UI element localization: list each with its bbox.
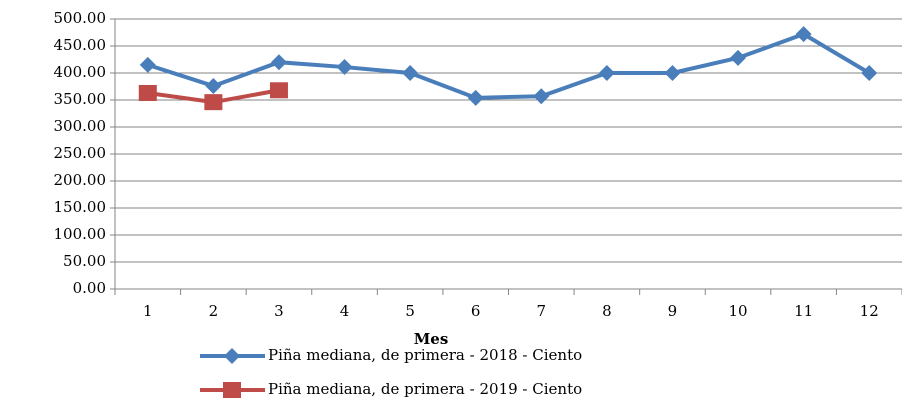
x-tick-label: 9 — [668, 302, 678, 320]
point-marker — [205, 77, 222, 94]
y-tick-label: 350.00 — [54, 90, 107, 108]
x-tick-label: 3 — [274, 302, 284, 320]
legend-label: Piña mediana, de primera - 2018 - Ciento — [268, 346, 582, 364]
x-tick-label: 12 — [860, 302, 879, 320]
y-tick-label: 500.00 — [54, 9, 107, 27]
x-tick-label: 2 — [209, 302, 219, 320]
legend-marker — [223, 382, 241, 398]
x-axis-label: Mes — [414, 330, 449, 348]
y-tick-label: 0.00 — [73, 279, 106, 297]
point-marker — [270, 54, 287, 71]
point-marker — [139, 56, 156, 73]
x-tick-label: 6 — [471, 302, 481, 320]
x-tick-label: 11 — [794, 302, 813, 320]
x-tick-label: 8 — [602, 302, 612, 320]
point-marker — [730, 49, 747, 66]
y-tick-label: 300.00 — [54, 117, 107, 135]
legend-label: Piña mediana, de primera - 2019 - Ciento — [268, 380, 582, 398]
point-marker — [861, 65, 878, 81]
y-tick-label: 100.00 — [54, 225, 107, 243]
point-marker — [795, 26, 812, 43]
x-tick-label: 4 — [340, 302, 350, 320]
y-tick-label: 50.00 — [63, 252, 106, 270]
x-tick-label: 1 — [143, 302, 153, 320]
x-tick-label: 7 — [537, 302, 547, 320]
series-line — [147, 31, 871, 100]
y-tick-label: 400.00 — [54, 63, 107, 81]
y-tick-label: 150.00 — [54, 198, 107, 216]
point-marker — [402, 65, 419, 81]
point-marker — [204, 94, 223, 111]
point-marker — [269, 82, 288, 99]
x-tick-label: 10 — [728, 302, 747, 320]
point-marker — [598, 65, 615, 81]
point-marker — [664, 65, 681, 81]
y-tick-label: 200.00 — [54, 171, 107, 189]
legend-marker — [224, 348, 240, 364]
point-marker — [336, 59, 353, 76]
y-tick-label: 450.00 — [54, 36, 107, 54]
point-marker — [533, 88, 550, 105]
y-tick-label: 250.00 — [54, 144, 107, 162]
point-marker — [467, 89, 484, 106]
x-tick-label: 5 — [405, 302, 415, 320]
point-marker — [138, 84, 157, 101]
